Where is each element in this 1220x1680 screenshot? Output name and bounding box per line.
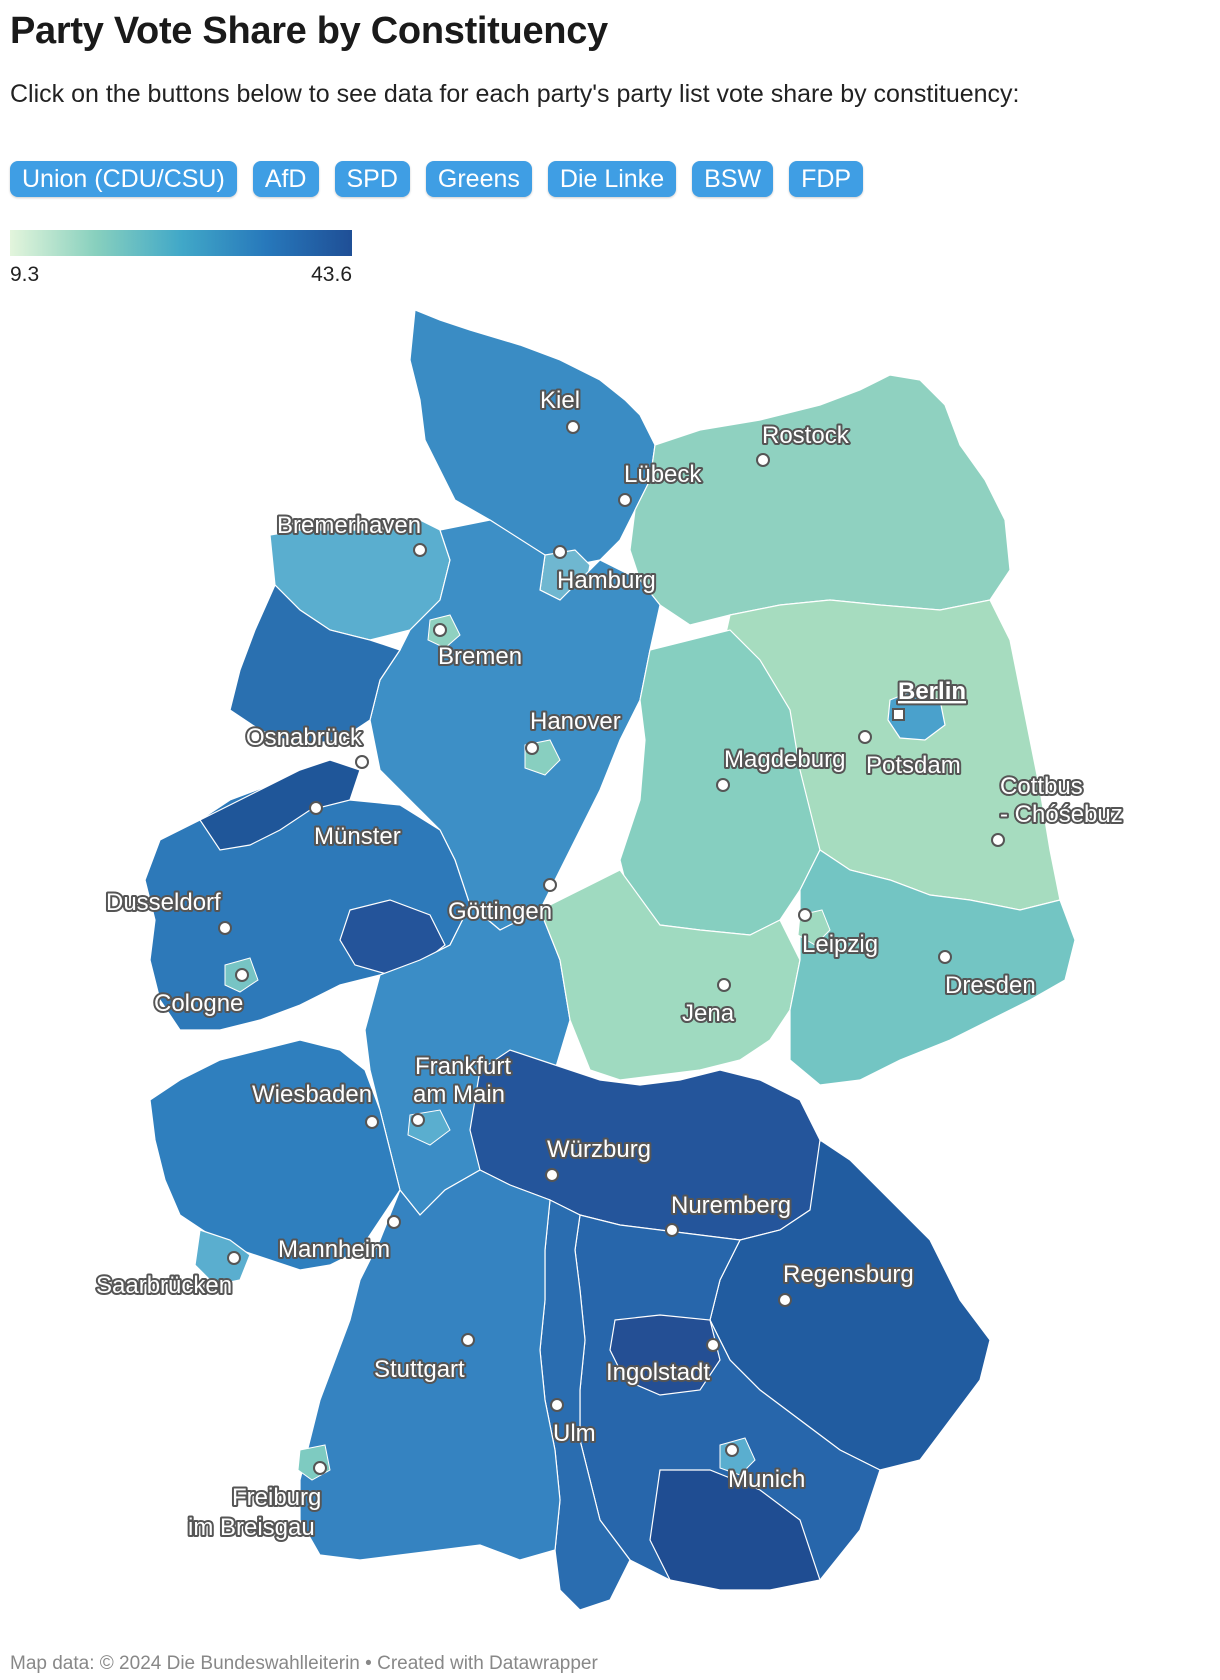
region-ingolstadt[interactable]	[609, 1314, 721, 1396]
city-dot-saarbrucken	[227, 1251, 241, 1265]
party-button-afd[interactable]: AfD	[252, 161, 319, 197]
city-dot-osnabruck	[355, 755, 369, 769]
city-label-ulm: Ulm	[553, 1420, 596, 1447]
city-label-nuremberg: Nuremberg	[671, 1192, 791, 1219]
city-label-cottbus-sorbian: - Chóśebuz	[1000, 801, 1123, 828]
party-button-spd[interactable]: SPD	[334, 161, 410, 197]
city-dot-leipzig	[798, 908, 812, 922]
region-saxony[interactable]	[789, 849, 1076, 1086]
party-button-union[interactable]: Union (CDU/CSU)	[10, 161, 237, 197]
city-dot-wiesbaden	[365, 1115, 379, 1129]
chart-title: Party Vote Share by Constituency	[10, 10, 608, 52]
city-dot-frankfurt	[411, 1113, 425, 1127]
region-saarland[interactable]	[194, 1229, 251, 1286]
legend-gradient-bar	[10, 230, 352, 256]
city-dot-bremen	[433, 623, 447, 637]
legend-min-value: 9.3	[10, 263, 40, 286]
city-label-rostock: Rostock	[762, 422, 850, 449]
city-markers	[218, 420, 1005, 1475]
city-label-dusseldorf: Dusseldorf	[106, 889, 221, 916]
region-munsterland[interactable]	[199, 759, 361, 851]
city-label-gottingen: Göttingen	[448, 898, 552, 925]
city-dot-nuremberg	[665, 1223, 679, 1237]
city-dot-cologne	[235, 968, 249, 982]
party-button-die-linke[interactable]: Die Linke	[547, 161, 677, 197]
city-dot-magdeburg	[716, 778, 730, 792]
footer-credit[interactable]: • Created with Datawrapper	[365, 1653, 598, 1674]
legend-max-value: 43.6	[311, 263, 352, 286]
city-dot-munich	[725, 1443, 739, 1457]
city-dot-hamburg	[553, 545, 567, 559]
city-label-frankfurt-am-main: am Main	[413, 1081, 505, 1108]
city-label-freiburg: Freiburg	[232, 1484, 321, 1511]
city-dot-cottbus	[991, 833, 1005, 847]
party-button-greens[interactable]: Greens	[425, 161, 532, 197]
city-label-kiel: Kiel	[540, 387, 580, 414]
city-label-cologne: Cologne	[154, 990, 243, 1017]
city-label-lubeck: Lübeck	[624, 461, 702, 488]
germany-constituency-map[interactable]: Kiel Rostock Lübeck Bremerhaven Hamburg …	[0, 290, 1220, 1640]
city-dot-kiel	[566, 420, 580, 434]
city-dot-stuttgart	[461, 1333, 475, 1347]
city-dot-wurzburg	[545, 1168, 559, 1182]
footer: Map data: © 2024 Die Bundeswahlleiterin …	[10, 1653, 598, 1675]
city-label-dresden: Dresden	[945, 972, 1036, 999]
region-baden-wurttemberg[interactable]	[299, 1169, 561, 1561]
city-dot-lubeck	[618, 493, 632, 507]
city-label-regensburg: Regensburg	[783, 1261, 914, 1288]
city-dot-jena	[717, 978, 731, 992]
footer-source: Map data: © 2024 Die Bundeswahlleiterin	[10, 1653, 360, 1674]
city-dot-dresden	[938, 950, 952, 964]
city-label-magdeburg: Magdeburg	[724, 746, 845, 773]
city-label-saarbrucken: Saarbrücken	[96, 1272, 232, 1299]
party-button-bsw[interactable]: BSW	[692, 161, 774, 197]
city-label-munich: Munich	[728, 1466, 805, 1493]
city-label-jena: Jena	[682, 1000, 735, 1027]
party-button-fdp[interactable]: FDP	[789, 161, 864, 197]
city-label-leipzig: Leipzig	[802, 931, 878, 958]
city-dot-munster	[309, 801, 323, 815]
city-dot-potsdam	[858, 730, 872, 744]
city-label-stuttgart: Stuttgart	[374, 1356, 465, 1383]
city-dot-ingolstadt	[706, 1338, 720, 1352]
map-regions	[144, 309, 1076, 1611]
region-rhineland-palatinate[interactable]	[149, 1039, 401, 1271]
city-label-ingolstadt: Ingolstadt	[606, 1359, 710, 1386]
city-label-wurzburg: Würzburg	[547, 1136, 651, 1163]
city-dot-dusseldorf	[218, 921, 232, 935]
region-berlin[interactable]	[887, 689, 946, 741]
city-dot-freiburg	[313, 1461, 327, 1475]
city-label-bremen: Bremen	[438, 643, 522, 670]
city-dot-hanover	[525, 741, 539, 755]
city-label-mannheim: Mannheim	[278, 1236, 390, 1263]
region-oberland[interactable]	[649, 1469, 821, 1591]
city-label-hamburg: Hamburg	[557, 567, 656, 594]
city-label-bremerhaven: Bremerhaven	[277, 512, 421, 539]
city-dot-ulm	[550, 1398, 564, 1412]
city-label-munster: Münster	[314, 823, 401, 850]
region-thuringia[interactable]	[539, 869, 801, 1081]
city-label-potsdam: Potsdam	[866, 752, 961, 779]
city-label-osnabruck: Osnabrück	[246, 724, 363, 751]
region-mecklenburg-vorpommern[interactable]	[629, 374, 1011, 626]
chart-subtitle: Click on the buttons below to see data f…	[10, 80, 1020, 108]
city-dot-bremerhaven	[413, 543, 427, 557]
city-dot-rostock	[756, 453, 770, 467]
city-dot-gottingen	[543, 878, 557, 892]
color-legend: 9.3 43.6	[10, 230, 352, 286]
city-label-berlin: Berlin	[898, 678, 966, 705]
city-label-freiburg-im-breisgau: im Breisgau	[188, 1514, 315, 1541]
city-label-cottbus: Cottbus	[1000, 773, 1083, 800]
city-label-frankfurt: Frankfurt	[415, 1053, 511, 1080]
city-label-wiesbaden: Wiesbaden	[252, 1081, 372, 1108]
city-dot-berlin	[892, 708, 905, 721]
party-button-group: Union (CDU/CSU) AfD SPD Greens Die Linke…	[10, 161, 864, 197]
region-emsland[interactable]	[229, 583, 401, 746]
city-labels: Kiel Rostock Lübeck Bremerhaven Hamburg …	[94, 385, 1125, 1543]
region-schleswig-holstein[interactable]	[409, 309, 656, 566]
city-dot-mannheim	[387, 1215, 401, 1229]
city-dot-regensburg	[778, 1293, 792, 1307]
city-label-hanover: Hanover	[530, 708, 621, 735]
